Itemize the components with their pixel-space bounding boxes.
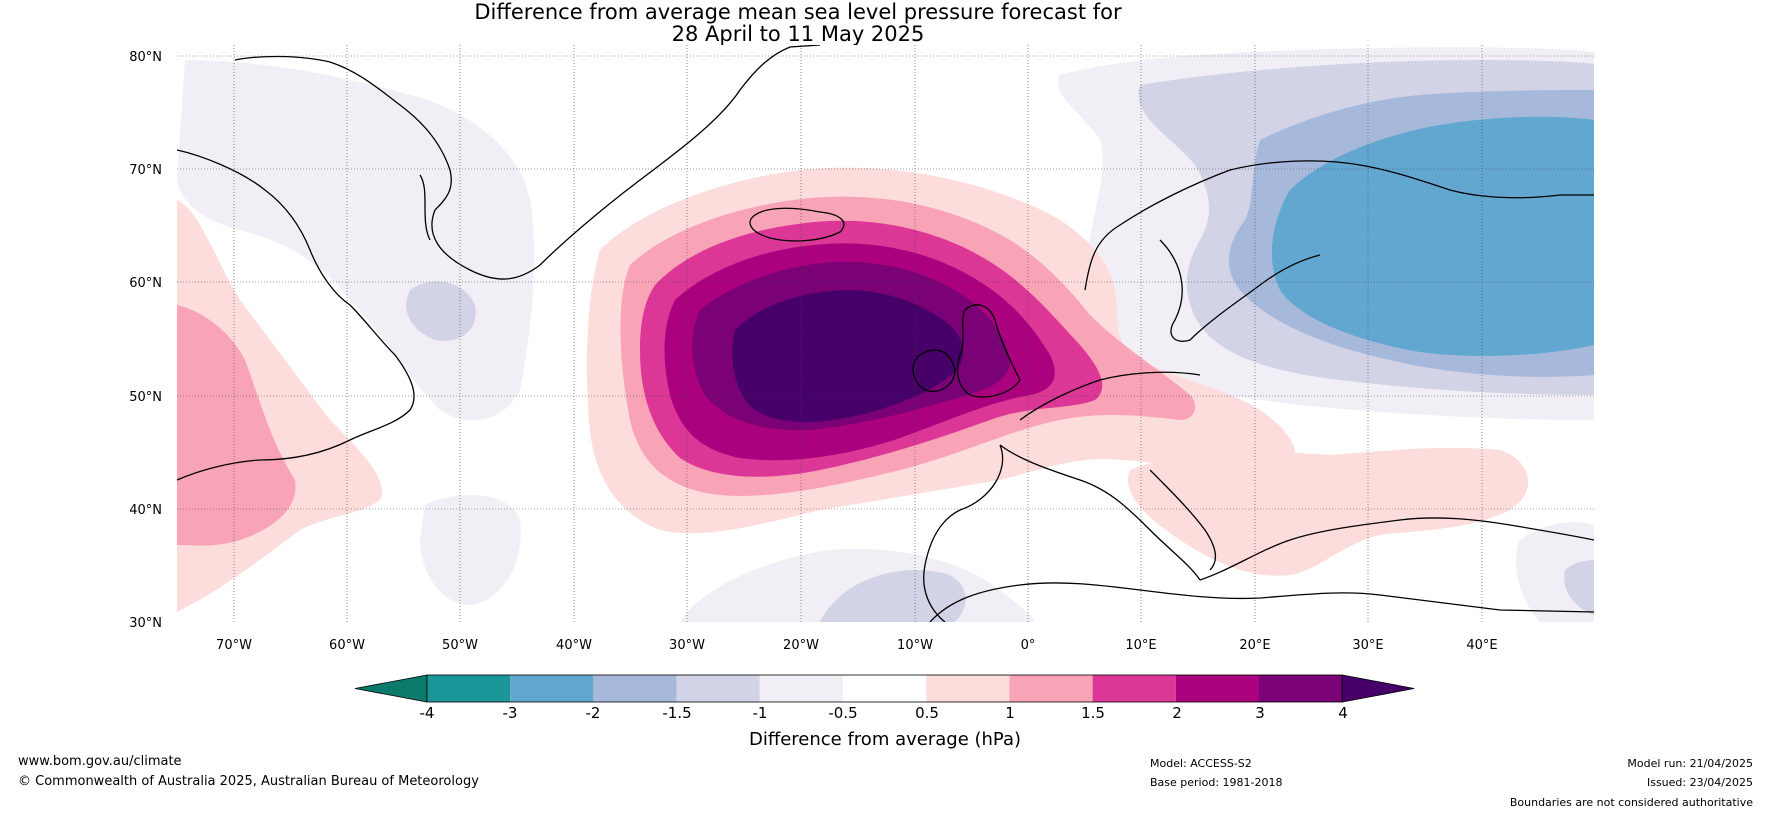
- colorbar-tick-labels: -4 -3 -2 -1.5 -1 -0.5 0.5 1 1.5 2 3 4: [420, 704, 1348, 722]
- contour-negative-south: [420, 495, 521, 605]
- lon-label: 40°E: [1466, 638, 1497, 653]
- colorbar-segment: [843, 675, 927, 702]
- lon-label: 50°W: [442, 638, 478, 653]
- colorbar-segment: [1175, 675, 1259, 702]
- lon-label: 20°E: [1239, 638, 1270, 653]
- colorbar-segment: [593, 675, 677, 702]
- latitude-labels: 80°N 70°N 60°N 50°N 40°N 30°N: [129, 50, 162, 631]
- lon-label: 70°W: [216, 638, 252, 653]
- colorbar-tick: 4: [1338, 704, 1348, 722]
- colorbar-tick: -0.5: [828, 704, 857, 722]
- colorbar-segment: [1259, 675, 1343, 702]
- colorbar-tick: 2: [1172, 704, 1182, 722]
- colorbar-tick: 1: [1005, 704, 1015, 722]
- issued-date: Issued: 23/04/2025: [1646, 776, 1753, 789]
- colorbar-outline: [426, 674, 1343, 703]
- map-title-line2: 28 April to 11 May 2025: [671, 22, 925, 46]
- lon-label: 0°: [1021, 638, 1036, 653]
- colorbar-segment: [759, 675, 843, 702]
- colorbar-arrow-low: [354, 674, 428, 703]
- coastlines: [177, 45, 1594, 622]
- colorbar-tick: 3: [1255, 704, 1265, 722]
- colorbar-tick: -4: [420, 704, 435, 722]
- copyright-text: © Commonwealth of Australia 2025, Austra…: [18, 774, 479, 789]
- lon-label: 60°W: [329, 638, 365, 653]
- lon-label: 10°W: [897, 638, 933, 653]
- anomaly-field: [177, 45, 1594, 622]
- lat-label: 40°N: [129, 503, 162, 518]
- base-period: Base period: 1981-2018: [1150, 776, 1283, 789]
- lon-label: 40°W: [556, 638, 592, 653]
- colorbar-arrow-high: [1341, 674, 1415, 703]
- website-link[interactable]: www.bom.gov.au/climate: [18, 754, 182, 769]
- lon-label: 30°W: [669, 638, 705, 653]
- graticule: [177, 45, 1594, 622]
- lat-label: 80°N: [129, 50, 162, 65]
- map-title-line1: Difference from average mean sea level p…: [474, 0, 1122, 24]
- contour-positive-6: [732, 290, 964, 422]
- colorbar-segment: [427, 675, 511, 702]
- colorbar-tick: -1: [753, 704, 768, 722]
- colorbar-tick: -3: [503, 704, 518, 722]
- colorbar-segment: [510, 675, 594, 702]
- contour-positive-black-sea: [1128, 447, 1529, 576]
- colorbar: [354, 674, 1415, 703]
- colorbar-segment: [676, 675, 760, 702]
- model-name: Model: ACCESS-S2: [1150, 757, 1252, 770]
- contour-positive-west-2: [177, 305, 296, 546]
- colorbar-segment: [926, 675, 1010, 702]
- lon-label: 30°E: [1352, 638, 1383, 653]
- lat-label: 70°N: [129, 163, 162, 178]
- boundaries-disclaimer: Boundaries are not considered authoritat…: [1509, 796, 1753, 809]
- contour-negative-south-atlantic-inner: [820, 570, 966, 622]
- colorbar-tick: -2: [586, 704, 601, 722]
- colorbar-title: Difference from average (hPa): [749, 729, 1021, 750]
- model-run-date: Model run: 21/04/2025: [1627, 757, 1753, 770]
- colorbar-tick: 1.5: [1081, 704, 1105, 722]
- colorbar-segment: [1009, 675, 1093, 702]
- colorbar-segment: [1092, 675, 1176, 702]
- contour-negative-east-4: [1271, 116, 1594, 356]
- lat-label: 50°N: [129, 390, 162, 405]
- contour-negative-east-edge-inner: [1564, 560, 1594, 615]
- lon-label: 20°W: [783, 638, 819, 653]
- lat-label: 30°N: [129, 616, 162, 631]
- lat-label: 60°N: [129, 276, 162, 291]
- lon-label: 10°E: [1125, 638, 1156, 653]
- colorbar-tick: 0.5: [915, 704, 939, 722]
- longitude-labels: 70°W 60°W 50°W 40°W 30°W 20°W 10°W 0° 10…: [216, 638, 1498, 653]
- colorbar-tick: -1.5: [662, 704, 691, 722]
- contour-negative-mid-atlantic: [406, 281, 476, 341]
